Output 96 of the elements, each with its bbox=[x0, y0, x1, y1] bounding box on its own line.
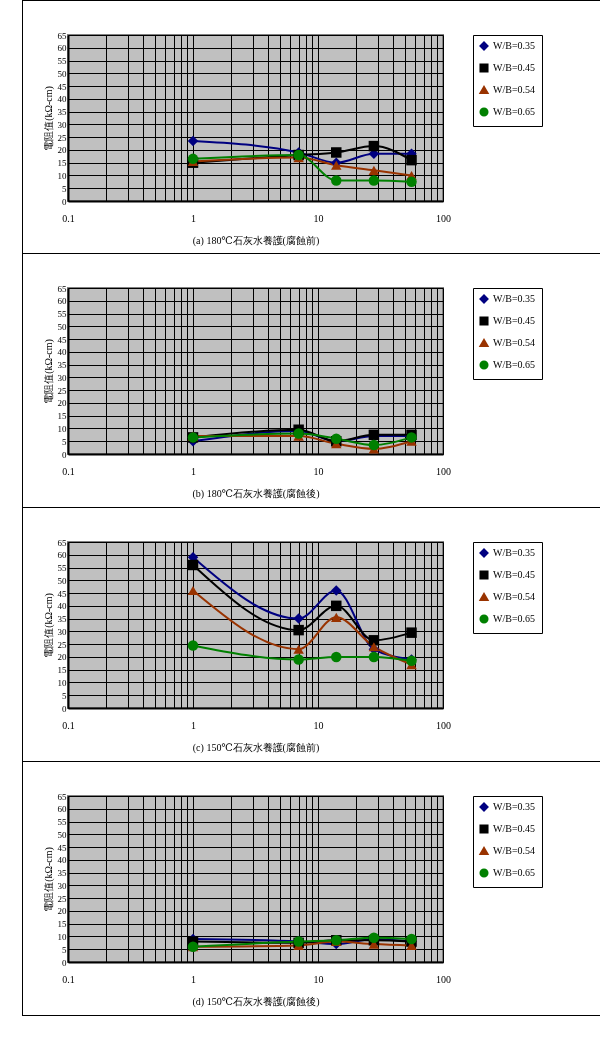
y-tick-label: 65 bbox=[57, 537, 67, 548]
y-tick-label: 10 bbox=[57, 677, 67, 688]
y-tick-label: 30 bbox=[57, 880, 67, 891]
y-tick-label: 50 bbox=[57, 68, 67, 79]
y-tick-label: 55 bbox=[57, 309, 67, 320]
x-tick-label: 1 bbox=[191, 212, 196, 224]
y-tick-label: 25 bbox=[57, 132, 67, 143]
x-tick-label: 1 bbox=[191, 973, 196, 985]
y-axis-title: 電阻值(kΩ-cm) bbox=[42, 86, 55, 151]
y-tick-label: 15 bbox=[57, 919, 67, 930]
y-tick-label: 5 bbox=[62, 944, 67, 955]
y-tick-label: 25 bbox=[57, 893, 67, 904]
x-axis-title: (d) 150℃石灰水養護(腐蝕後) bbox=[192, 995, 320, 1008]
y-tick-label: 10 bbox=[57, 423, 67, 434]
x-tick-label: 0.1 bbox=[62, 719, 75, 731]
y-tick-label: 65 bbox=[57, 791, 67, 802]
y-tick-label: 35 bbox=[57, 360, 67, 371]
y-tick-label: 25 bbox=[57, 639, 67, 650]
x-tick-label: 0.1 bbox=[62, 212, 75, 224]
y-tick-label: 50 bbox=[57, 321, 67, 332]
y-tick-label: 35 bbox=[57, 107, 67, 118]
y-tick-label: 45 bbox=[57, 334, 67, 345]
y-tick-label: 5 bbox=[62, 436, 67, 447]
y-tick-label: 20 bbox=[57, 652, 67, 663]
x-tick-label: 1 bbox=[191, 719, 196, 731]
y-tick-label: 30 bbox=[57, 372, 67, 383]
y-tick-label: 30 bbox=[57, 119, 67, 130]
legend-label: W/B=0.65 bbox=[493, 867, 536, 878]
y-tick-label: 55 bbox=[57, 817, 67, 828]
legend-label: W/B=0.45 bbox=[493, 315, 536, 326]
y-tick-label: 50 bbox=[57, 829, 67, 840]
legend-label: W/B=0.45 bbox=[493, 569, 536, 580]
y-tick-label: 0 bbox=[62, 196, 67, 207]
y-tick-label: 60 bbox=[57, 296, 67, 307]
y-axis-title: 電阻值(kΩ-cm) bbox=[42, 339, 55, 404]
legend-label: W/B=0.54 bbox=[493, 84, 536, 95]
y-tick-label: 15 bbox=[57, 411, 67, 422]
y-tick-label: 35 bbox=[57, 868, 67, 879]
y-tick-label: 40 bbox=[57, 347, 67, 358]
y-tick-label: 20 bbox=[57, 906, 67, 917]
legend-label: W/B=0.54 bbox=[493, 845, 536, 856]
y-tick-label: 60 bbox=[57, 43, 67, 54]
legend-label: W/B=0.35 bbox=[493, 293, 536, 304]
x-tick-label: 100 bbox=[436, 465, 451, 477]
legend-label: W/B=0.35 bbox=[493, 547, 536, 558]
x-tick-label: 10 bbox=[313, 465, 324, 477]
x-tick-label: 10 bbox=[313, 719, 324, 731]
y-tick-label: 10 bbox=[57, 170, 67, 181]
y-tick-label: 20 bbox=[57, 145, 67, 156]
x-tick-label: 1 bbox=[191, 465, 196, 477]
x-axis-title: (a) 180℃石灰水養護(腐蝕前) bbox=[192, 234, 320, 247]
y-tick-label: 60 bbox=[57, 550, 67, 561]
x-tick-label: 100 bbox=[436, 973, 451, 985]
y-tick-label: 55 bbox=[57, 56, 67, 67]
x-tick-label: 0.1 bbox=[62, 973, 75, 985]
y-tick-label: 0 bbox=[62, 449, 67, 460]
y-tick-label: 5 bbox=[62, 690, 67, 701]
y-axis-title: 電阻值(kΩ-cm) bbox=[42, 593, 55, 658]
legend-label: W/B=0.65 bbox=[493, 613, 536, 624]
y-tick-label: 5 bbox=[62, 183, 67, 194]
y-tick-label: 15 bbox=[57, 665, 67, 676]
y-tick-label: 40 bbox=[57, 94, 67, 105]
x-tick-label: 100 bbox=[436, 212, 451, 224]
x-axis-title: (c) 150℃石灰水養護(腐蝕前) bbox=[192, 741, 320, 754]
y-tick-label: 40 bbox=[57, 601, 67, 612]
y-tick-label: 10 bbox=[57, 931, 67, 942]
y-tick-label: 35 bbox=[57, 614, 67, 625]
legend-label: W/B=0.35 bbox=[493, 801, 536, 812]
y-tick-label: 30 bbox=[57, 626, 67, 637]
y-tick-label: 0 bbox=[62, 957, 67, 968]
y-tick-label: 65 bbox=[57, 30, 67, 41]
legend-label: W/B=0.65 bbox=[493, 359, 536, 370]
y-tick-label: 60 bbox=[57, 804, 67, 815]
y-tick-label: 45 bbox=[57, 588, 67, 599]
x-axis-title: (b) 180℃石灰水養護(腐蝕後) bbox=[192, 487, 320, 500]
y-tick-label: 40 bbox=[57, 855, 67, 866]
y-tick-label: 65 bbox=[57, 283, 67, 294]
x-tick-label: 100 bbox=[436, 719, 451, 731]
legend-label: W/B=0.54 bbox=[493, 337, 536, 348]
legend-label: W/B=0.35 bbox=[493, 40, 536, 51]
legend-label: W/B=0.65 bbox=[493, 106, 536, 117]
legend-label: W/B=0.54 bbox=[493, 591, 536, 602]
y-tick-label: 15 bbox=[57, 158, 67, 169]
y-tick-label: 20 bbox=[57, 398, 67, 409]
y-tick-label: 50 bbox=[57, 575, 67, 586]
y-tick-label: 0 bbox=[62, 703, 67, 714]
legend-label: W/B=0.45 bbox=[493, 62, 536, 73]
x-tick-label: 10 bbox=[313, 973, 324, 985]
x-tick-label: 10 bbox=[313, 212, 324, 224]
y-tick-label: 25 bbox=[57, 385, 67, 396]
y-tick-label: 55 bbox=[57, 563, 67, 574]
x-tick-label: 0.1 bbox=[62, 465, 75, 477]
y-tick-label: 45 bbox=[57, 81, 67, 92]
y-axis-title: 電阻值(kΩ-cm) bbox=[42, 847, 55, 912]
legend-label: W/B=0.45 bbox=[493, 823, 536, 834]
y-tick-label: 45 bbox=[57, 842, 67, 853]
